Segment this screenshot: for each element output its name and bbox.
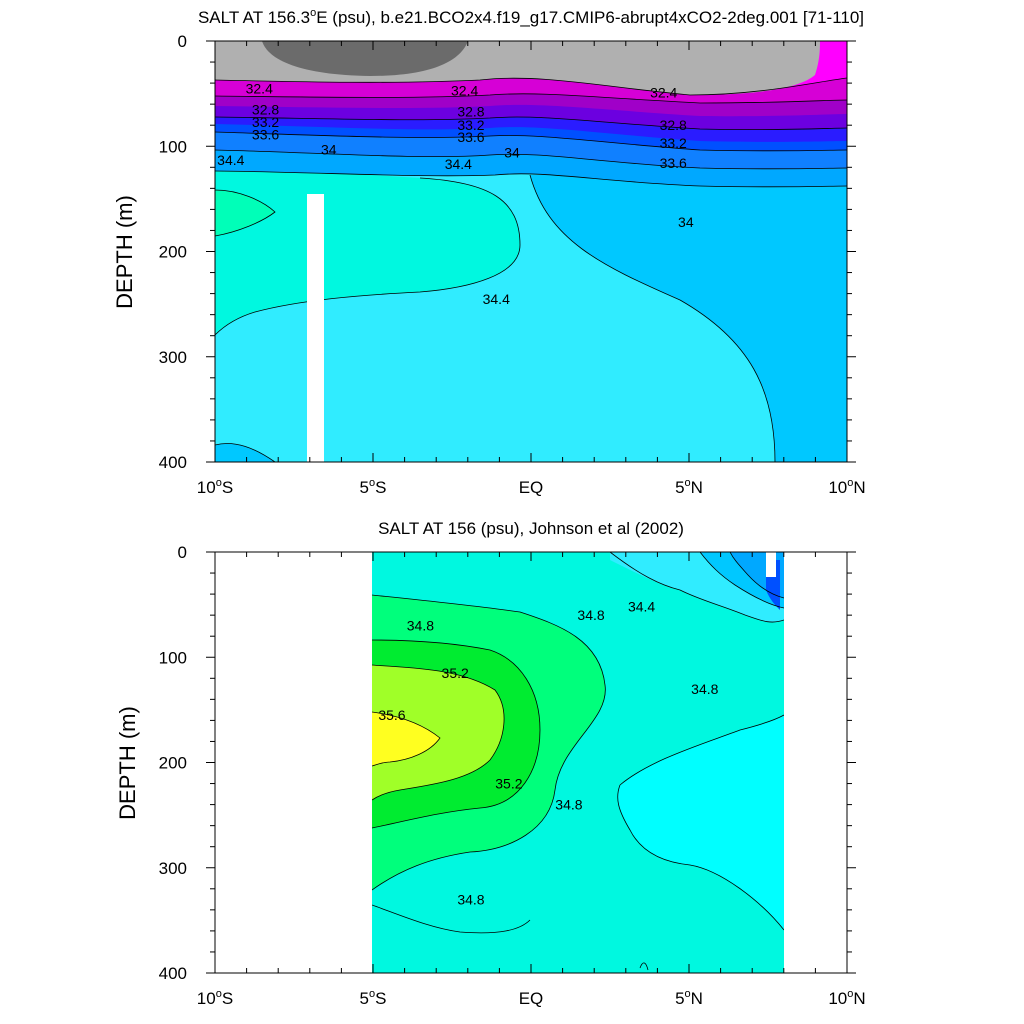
salinity-field-bottom [372, 552, 784, 973]
contour-label: 32.8 [457, 104, 484, 120]
y-axis-label-top: DEPTH (m) [112, 195, 137, 309]
contour-label: 35.2 [495, 776, 522, 792]
x-tick-label: 5oS [360, 477, 387, 497]
y-tick-label: 400 [159, 964, 187, 983]
y-tick-label: 300 [159, 348, 187, 367]
layer-freshest-surface [262, 41, 468, 76]
layer-deep-patch [215, 443, 275, 462]
contour-label: 35.6 [378, 707, 405, 723]
y-tick-label: 400 [159, 453, 187, 472]
y-tick-label: 200 [159, 243, 187, 262]
contour-label: 34.4 [483, 291, 510, 307]
contour-label: 34.8 [555, 797, 582, 813]
contour-label: 34.8 [691, 681, 718, 697]
contour-label: 34.8 [407, 618, 434, 634]
panel-bottom: SALT AT 156 (psu), Johnson et al (2002) [115, 519, 866, 1008]
x-tick-label: 5oS [360, 988, 387, 1008]
x-tick-label: EQ [519, 478, 544, 497]
contour-label: 33.2 [660, 135, 687, 151]
contour-label: 32.8 [660, 117, 687, 133]
layer-34.4-34.6 [215, 168, 520, 335]
x-tick-label: 10oN [828, 477, 865, 497]
contour-lines-top [215, 77, 847, 462]
contour-label: 32.4 [451, 82, 478, 98]
y-axis-label-bottom: DEPTH (m) [115, 706, 140, 820]
y-tick-label: 300 [159, 859, 187, 878]
y-tick-label: 0 [178, 32, 187, 51]
x-tick-label: EQ [519, 989, 544, 1008]
x-axis-bottom: 10oS 5oS EQ 5oN 10oN [197, 552, 866, 1008]
missing-data-bar [307, 194, 324, 462]
x-tick-label: 5oN [675, 477, 703, 497]
contour-label: 33.2 [252, 114, 279, 130]
contour-labels-top: 32.4 32.4 32.432.8 32.832.833.2 33.233.233.6… [217, 80, 694, 306]
x-tick-label: 10oS [197, 988, 233, 1008]
contour-label: 34.4 [628, 599, 655, 615]
missing-data-notch [766, 552, 776, 577]
contour-label: 32.4 [246, 80, 273, 96]
layer-35.4-35.6 [372, 665, 505, 800]
contour-label: 33.6 [660, 155, 687, 171]
contour-label: 35.2 [442, 665, 469, 681]
contour-label: 34 [504, 145, 520, 161]
chart-title-top: SALT AT 156.3oE (psu), b.e21.BCO2x4.f19_… [198, 7, 864, 27]
y-tick-label: 100 [159, 137, 187, 156]
contour-label: 34.8 [577, 607, 604, 623]
y-tick-label: 0 [178, 543, 187, 562]
contour-label: 34 [321, 141, 337, 157]
x-tick-label: 5oN [675, 988, 703, 1008]
chart-title-bottom: SALT AT 156 (psu), Johnson et al (2002) [378, 519, 684, 538]
contour-label: 33.2 [457, 117, 484, 133]
contour-labels-bottom: 34.8 34.8 34.4 34.8 35.2 35.6 35.2 34.8 34.8 [378, 599, 718, 908]
contour-label: 34.4 [217, 152, 244, 168]
x-tick-label: 10oN [828, 988, 865, 1008]
contour-label: 34.8 [457, 891, 484, 907]
y-axis-bottom: 0 100 200 300 400 [159, 543, 856, 983]
x-axis-top: 10oS 5oS EQ 5oN 10oN [197, 41, 866, 497]
y-tick-label: 200 [159, 754, 187, 773]
y-axis-top: 0 100 200 300 400 [159, 32, 856, 472]
layer-34.6-plus [215, 190, 275, 236]
x-tick-label: 10oS [197, 477, 233, 497]
contour-label: 32.8 [252, 101, 279, 117]
layer-35.6-plus [372, 712, 440, 766]
panel-top: SALT AT 156.3oE (psu), b.e21.BCO2x4.f19_… [112, 7, 866, 497]
layer-34.0-34.2-east [530, 170, 847, 462]
salinity-field-top [215, 41, 847, 462]
layer-34.6-east [617, 715, 784, 930]
contour-label: 32.4 [650, 85, 677, 101]
contour-label: 34.4 [445, 156, 472, 172]
contour-label: 33.6 [252, 127, 279, 143]
y-tick-label: 100 [159, 648, 187, 667]
contour-label: 33.6 [457, 129, 484, 145]
contour-lines-bottom [372, 552, 784, 971]
contour-label: 34 [678, 214, 694, 230]
